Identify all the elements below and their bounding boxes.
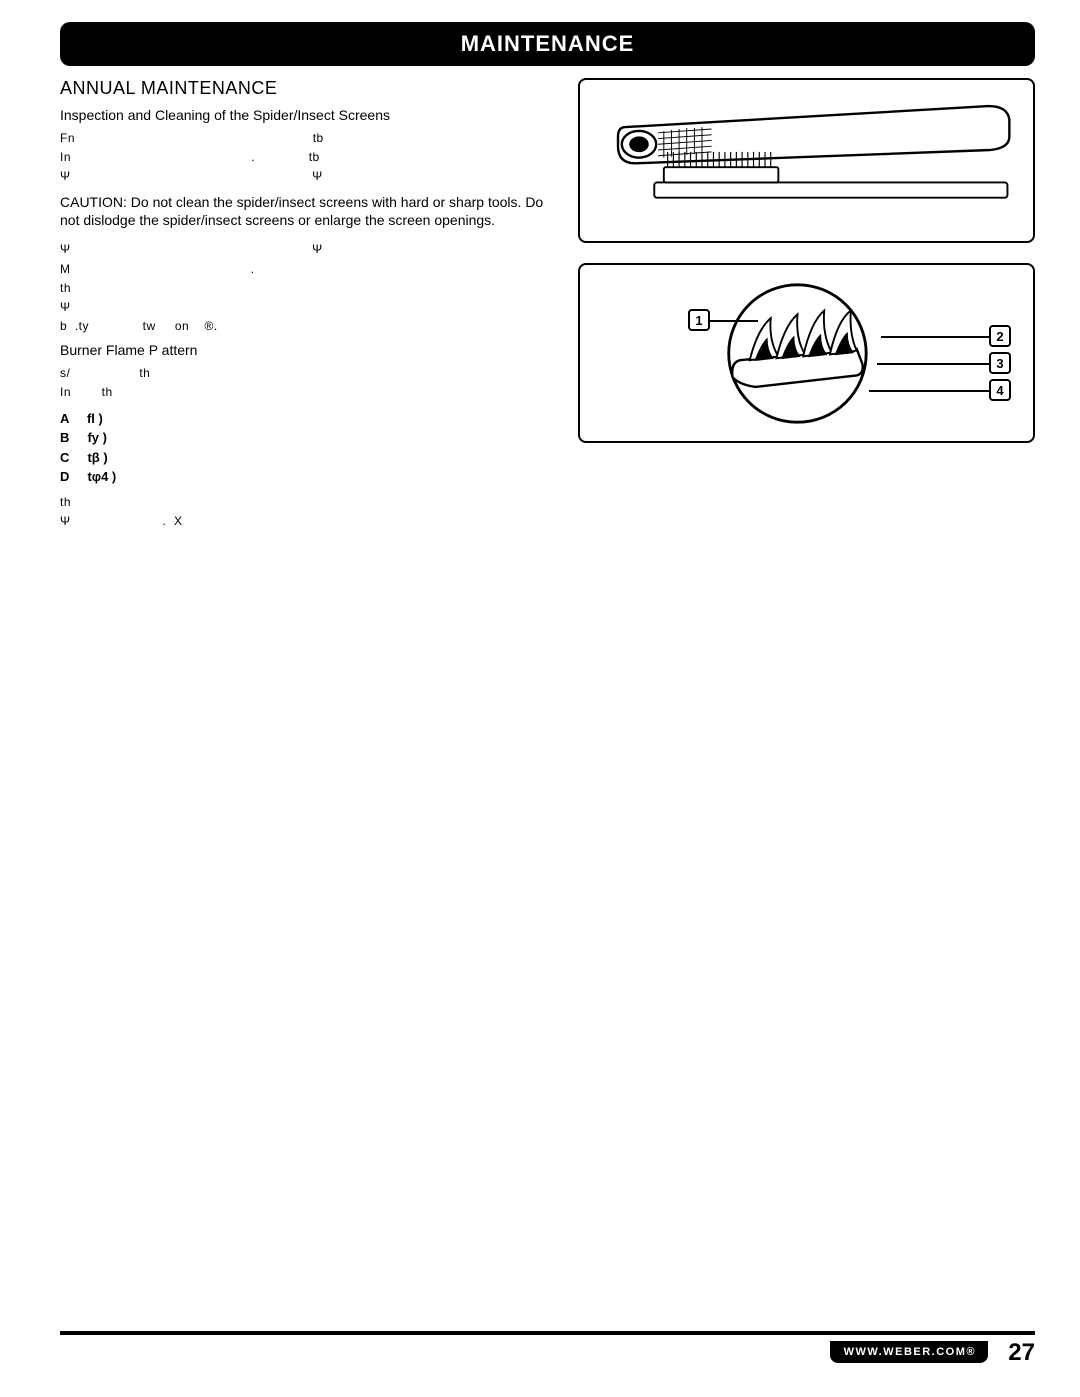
leader-2 [881,336,989,338]
flame-pattern-labels: A fl ) B fy ) C tβ ) D tφ4 ) [60,409,550,487]
label-d: D tφ4 ) [60,467,550,487]
burner-flame-subheading: Burner Flame P attern [60,342,550,358]
two-column-layout: ANNUAL MAINTENANCE Inspection and Cleani… [60,78,1035,537]
right-column: 1 2 3 4 [578,78,1035,537]
burner-brush-illustration [597,88,1017,233]
annual-maintenance-heading: ANNUAL MAINTENANCE [60,78,550,99]
flame-pattern-illustration [597,271,1017,436]
figure-flame-pattern: 1 2 3 4 [578,263,1035,443]
spider-screen-subheading: Inspection and Cleaning of the Spider/In… [60,107,550,123]
body-text-3: s/ th In th [60,364,550,402]
callout-1: 1 [688,309,710,331]
left-column: ANNUAL MAINTENANCE Inspection and Cleani… [60,78,550,537]
caution-paragraph: CAUTION: Do not clean the spider/insect … [60,193,550,231]
leader-3 [877,363,989,365]
leader-1 [710,320,758,322]
page: MAINTENANCE ANNUAL MAINTENANCE Inspectio… [0,0,1080,1397]
section-header-title: MAINTENANCE [461,31,635,57]
body-text-1: Fn tb In . tb Ψ Ψ [60,129,550,187]
callout-4: 4 [989,379,1011,401]
footer-url: WWW.WEBER.COM® [830,1341,988,1363]
body-text-2: Ψ Ψ Μ . th Ψ b .ty tw on ®. [60,240,550,336]
footer-rule [60,1331,1035,1335]
label-b: B fy ) [60,428,550,448]
section-header: MAINTENANCE [60,22,1035,66]
figure-brush-burner [578,78,1035,243]
body-text-4: th Ψ . X [60,493,550,531]
label-c: C tβ ) [60,448,550,468]
callout-2: 2 [989,325,1011,347]
label-a: A fl ) [60,409,550,429]
leader-4 [869,390,989,392]
page-number: 27 [1008,1339,1035,1367]
callout-3: 3 [989,352,1011,374]
